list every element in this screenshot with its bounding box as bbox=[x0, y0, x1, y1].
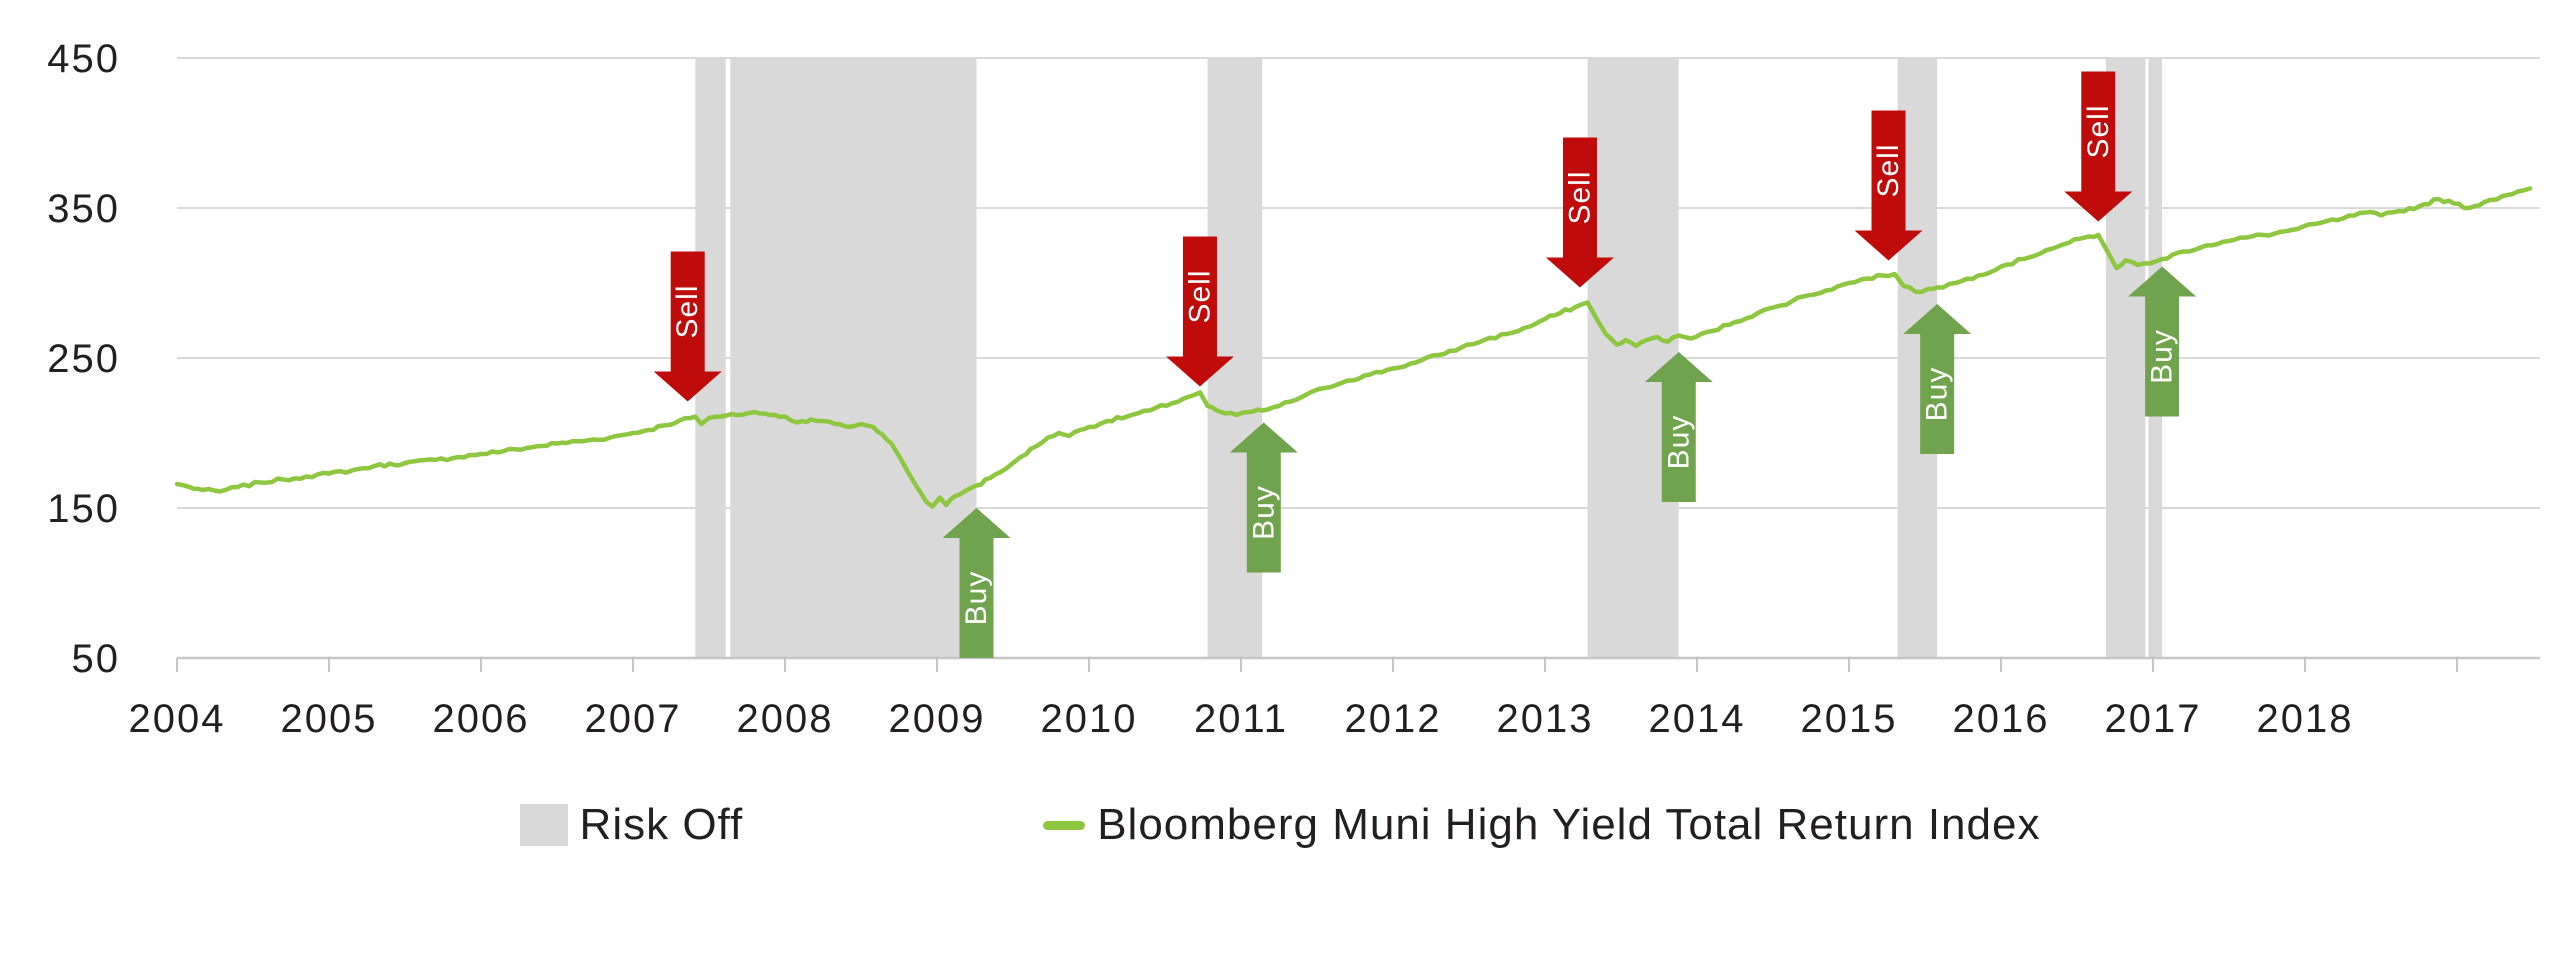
buy-arrow-shaft bbox=[2145, 296, 2180, 417]
buy-arrow-label: Buy bbox=[960, 571, 993, 626]
trade-arrows: Sell Sell Sell Sell Sell Buy Buy Buy Buy Buy bbox=[653, 71, 2197, 658]
sell-arrow-label: Sell bbox=[671, 284, 704, 338]
legend-risk-off-label: Risk Off bbox=[579, 800, 744, 849]
sell-arrowhead-icon bbox=[2064, 191, 2133, 222]
x-axis-label-2013: 2013 bbox=[1497, 697, 1594, 741]
risk-off-bands bbox=[695, 58, 2163, 658]
y-axis-label-250: 250 bbox=[47, 337, 120, 381]
buy-arrow-shaft bbox=[959, 538, 994, 658]
sell-arrow-shaft bbox=[1562, 137, 1597, 258]
gridlines bbox=[177, 57, 2540, 509]
sell-arrowhead-icon bbox=[653, 371, 722, 402]
x-axis-label-2015: 2015 bbox=[1801, 697, 1898, 741]
buy-arrow-0: Buy bbox=[942, 508, 1011, 658]
legend: Risk Off Bloomberg Muni High Yield Total… bbox=[0, 790, 2560, 860]
sell-arrow-label: Sell bbox=[1563, 170, 1596, 224]
y-axis-label-150: 150 bbox=[47, 487, 120, 531]
x-axis-label-2011: 2011 bbox=[1194, 697, 1288, 741]
x-axis-label-2017: 2017 bbox=[2105, 697, 2202, 741]
sell-arrow-label: Sell bbox=[1183, 269, 1216, 323]
buy-arrowhead-icon bbox=[942, 508, 1011, 538]
buy-arrow-2: Buy bbox=[1644, 352, 1713, 502]
buy-arrow-label: Buy bbox=[1662, 415, 1695, 470]
sell-arrow-label: Sell bbox=[1872, 143, 1905, 197]
sell-arrowhead-icon bbox=[1165, 356, 1234, 387]
sell-arrow-1: Sell bbox=[1165, 236, 1234, 387]
index-line-swatch-icon bbox=[1043, 820, 1086, 830]
buy-arrowhead-icon bbox=[1644, 352, 1713, 382]
risk-off-band-3 bbox=[1587, 58, 1679, 658]
buy-arrowhead-icon bbox=[2128, 266, 2197, 297]
index-line bbox=[174, 186, 2533, 509]
buy-arrow-label: Buy bbox=[2146, 329, 2179, 384]
x-axis-label-2008: 2008 bbox=[737, 697, 834, 741]
sell-arrowhead-icon bbox=[1854, 230, 1923, 261]
sell-arrowhead-icon bbox=[1545, 257, 1614, 288]
x-axis-label-2012: 2012 bbox=[1345, 697, 1442, 741]
buy-arrow-label: Buy bbox=[1247, 485, 1280, 540]
buy-arrow-shaft bbox=[1920, 334, 1955, 454]
x-axis-labels: 2004 2005 2006 2007 2008 2009 2010 2011 2012 2013… bbox=[129, 697, 2354, 741]
sell-arrow-shaft bbox=[2081, 71, 2116, 192]
buy-arrow-4: Buy bbox=[2128, 266, 2197, 417]
sell-arrow-shaft bbox=[1871, 110, 1906, 231]
sell-arrow-shaft bbox=[1182, 236, 1217, 357]
muni-index-chart: Sell Sell Sell Sell Sell Buy Buy Buy Buy Buy 450 3… bbox=[47, 37, 2540, 741]
x-axis-label-2004: 2004 bbox=[129, 697, 226, 741]
buy-arrowhead-icon bbox=[1229, 422, 1298, 453]
sell-arrow-3: Sell bbox=[1854, 110, 1923, 261]
x-axis-label-2014: 2014 bbox=[1649, 697, 1746, 741]
buy-arrow-label: Buy bbox=[1921, 367, 1954, 422]
sell-arrow-shaft bbox=[670, 251, 705, 372]
x-axis-label-2016: 2016 bbox=[1953, 697, 2050, 741]
sell-arrow-4: Sell bbox=[2064, 71, 2133, 222]
y-axis-label-450: 450 bbox=[47, 37, 120, 81]
y-axis-labels: 450 350 250 150 50 bbox=[47, 37, 121, 681]
x-axis-label-2007: 2007 bbox=[585, 697, 682, 741]
sell-arrow-2: Sell bbox=[1545, 137, 1614, 288]
buy-arrowhead-icon bbox=[1903, 304, 1972, 334]
x-axis-label-2018: 2018 bbox=[2257, 697, 2354, 741]
sell-arrow-label: Sell bbox=[2082, 104, 2115, 158]
y-axis-label-350: 350 bbox=[47, 187, 120, 231]
legend-index-label: Bloomberg Muni High Yield Total Return I… bbox=[1097, 800, 2041, 849]
y-axis-label-50: 50 bbox=[72, 637, 121, 681]
legend-item-risk-off: Risk Off bbox=[519, 800, 744, 850]
sell-arrow-0: Sell bbox=[653, 251, 722, 402]
buy-arrow-shaft bbox=[1661, 382, 1696, 502]
x-axis-label-2010: 2010 bbox=[1041, 697, 1138, 741]
risk-off-swatch-icon bbox=[519, 804, 568, 846]
x-axis-label-2006: 2006 bbox=[433, 697, 530, 741]
legend-item-index: Bloomberg Muni High Yield Total Return I… bbox=[1043, 800, 2040, 850]
buy-arrow-shaft bbox=[1246, 452, 1281, 573]
x-axis-label-2009: 2009 bbox=[889, 697, 986, 741]
index-line-group bbox=[174, 186, 2533, 509]
x-axis-label-2005: 2005 bbox=[281, 697, 378, 741]
x-axis bbox=[176, 656, 2540, 672]
buy-arrow-3: Buy bbox=[1903, 304, 1972, 454]
buy-arrow-1: Buy bbox=[1229, 422, 1298, 573]
risk-off-band-1 bbox=[730, 58, 977, 658]
